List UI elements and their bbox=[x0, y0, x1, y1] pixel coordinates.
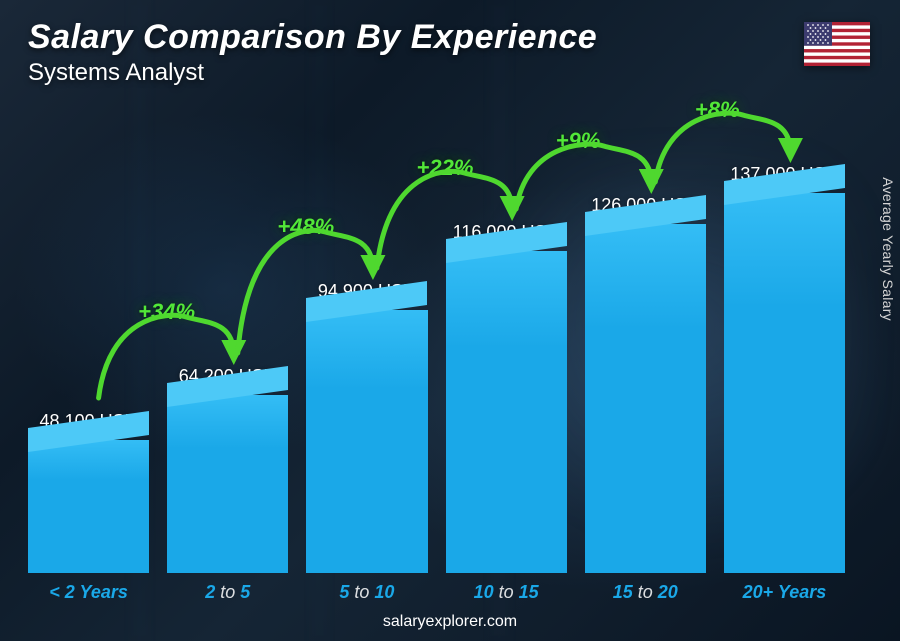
y-axis-label: Average Yearly Salary bbox=[880, 177, 896, 321]
x-axis-label: 5 to 10 bbox=[306, 582, 427, 603]
x-axis-label: 2 to 5 bbox=[167, 582, 288, 603]
chart-subtitle: Systems Analyst bbox=[28, 59, 872, 87]
bar-wrap: 48,100 USD bbox=[28, 411, 149, 573]
bar bbox=[446, 251, 567, 573]
bar-wrap: 116,000 USD bbox=[446, 222, 567, 573]
footer-attribution: salaryexplorer.com bbox=[0, 613, 900, 631]
bar-chart: 48,100 USD64,200 USD94,900 USD116,000 US… bbox=[28, 93, 845, 573]
x-axis-label: 10 to 15 bbox=[446, 582, 567, 603]
bar-wrap: 137,000 USD bbox=[724, 164, 845, 573]
bar bbox=[585, 224, 706, 573]
bar-wrap: 94,900 USD bbox=[306, 281, 427, 573]
bar bbox=[724, 193, 845, 573]
x-axis: < 2 Years 2 to 5 5 to 10 10 to 15 15 to 20 20… bbox=[28, 582, 845, 603]
bar bbox=[28, 440, 149, 573]
x-axis-label: 20+ Years bbox=[724, 582, 845, 603]
bar-wrap: 126,000 USD bbox=[585, 195, 706, 573]
chart-title: Salary Comparison By Experience bbox=[28, 18, 872, 57]
bar-wrap: 64,200 USD bbox=[167, 366, 288, 573]
x-axis-label: < 2 Years bbox=[28, 582, 149, 603]
header: Salary Comparison By Experience Systems … bbox=[28, 18, 872, 87]
bar bbox=[306, 310, 427, 573]
x-axis-label: 15 to 20 bbox=[585, 582, 706, 603]
bar bbox=[167, 395, 288, 573]
